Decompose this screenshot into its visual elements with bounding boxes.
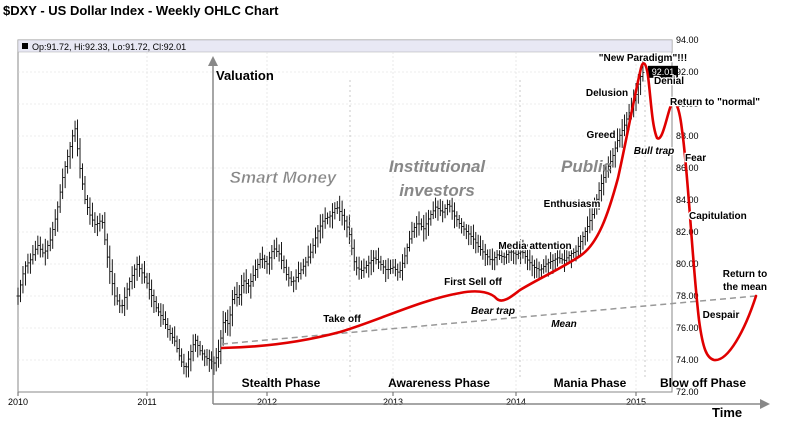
x-tick-label: 2010 xyxy=(8,397,28,407)
event-label: Mean xyxy=(551,319,577,330)
phase-label: Stealth Phase xyxy=(242,376,321,390)
y-tick-label: 76.00 xyxy=(676,323,699,333)
event-label: Greed xyxy=(587,130,616,141)
time-arrow-icon xyxy=(760,399,770,409)
y-tick-label: 72.00 xyxy=(676,387,699,397)
y-tick-label: 92.00 xyxy=(676,67,699,77)
ohlc-bars: 92.01 xyxy=(16,59,678,378)
chart-title: $DXY - US Dollar Index - Weekly OHLC Cha… xyxy=(3,3,279,18)
investor-label: Public xyxy=(561,157,613,176)
phase-label: Mania Phase xyxy=(554,376,627,390)
event-label: Enthusiasm xyxy=(544,199,601,210)
x-tick-label: 2011 xyxy=(137,397,156,407)
investor-label: Institutional xyxy=(389,157,487,176)
x-axis: 2010 2011 2012 2013 2014 2015 xyxy=(8,392,646,407)
investor-label: Smart Money xyxy=(230,168,338,187)
event-label: Take off xyxy=(323,314,361,325)
plot-area xyxy=(17,39,673,393)
y-tick-label: 84.00 xyxy=(676,195,699,205)
valuation-label: Valuation xyxy=(216,68,274,83)
last-price-label: 92.01 xyxy=(652,67,675,77)
phase-label: Awareness Phase xyxy=(388,376,490,390)
y-tick-label: 82.00 xyxy=(676,227,699,237)
info-bar-text: Op:91.72, Hi:92.33, Lo:91.72, Cl:92.01 xyxy=(32,42,186,52)
event-label: Bear trap xyxy=(471,306,515,317)
annotation-overlay: Valuation Time Stealth Phase Awareness Phas… xyxy=(208,52,770,420)
event-label: Despair xyxy=(703,310,740,321)
event-label: Fear xyxy=(685,153,706,164)
valuation-arrow-icon xyxy=(208,56,218,66)
x-tick-label: 2014 xyxy=(506,397,526,407)
x-tick-label: 2015 xyxy=(626,397,646,407)
y-tick-label: 88.00 xyxy=(676,131,699,141)
y-tick-label: 90.00 xyxy=(676,99,699,109)
x-tick-label: 2013 xyxy=(383,397,403,407)
info-bar xyxy=(17,39,673,53)
event-label: Denial xyxy=(654,76,684,87)
info-square-icon xyxy=(22,43,28,49)
event-label: First Sell off xyxy=(444,277,502,288)
phase-label: Blow off Phase xyxy=(660,376,746,390)
event-label: Return to "normal" xyxy=(670,97,760,108)
event-label: the mean xyxy=(723,282,767,293)
event-label: Capitulation xyxy=(689,211,747,222)
event-label: Media attention xyxy=(498,241,571,252)
y-tick-label: 80.00 xyxy=(676,259,699,269)
time-label: Time xyxy=(712,405,742,420)
y-tick-label: 94.00 xyxy=(676,35,699,45)
event-label: Bull trap xyxy=(634,146,675,157)
bubble-curve xyxy=(220,62,758,362)
y-tick-label: 78.00 xyxy=(676,291,699,301)
event-label: Delusion xyxy=(586,88,628,99)
event-label: Return to xyxy=(723,269,767,280)
last-price-box xyxy=(648,65,678,78)
investor-label: investors xyxy=(399,181,475,200)
y-tick-label: 74.00 xyxy=(676,355,699,365)
event-label: "New Paradigm"!!! xyxy=(599,53,687,64)
x-tick-label: 2012 xyxy=(257,397,277,407)
